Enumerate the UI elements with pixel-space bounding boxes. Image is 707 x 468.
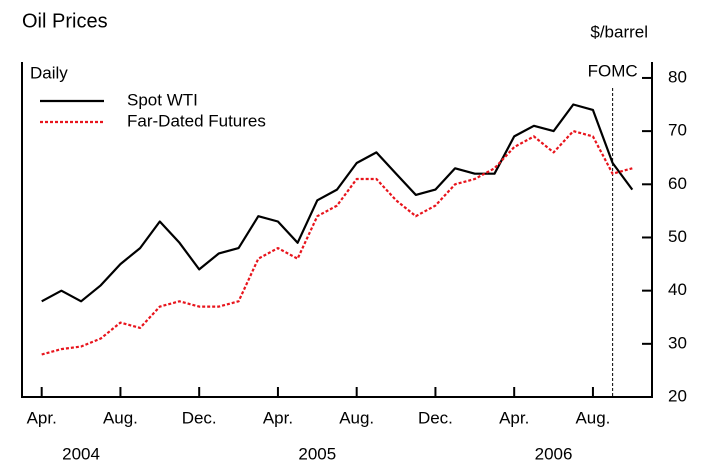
- y-tick-label: 70: [668, 121, 687, 140]
- y-tick-label: 80: [668, 67, 687, 86]
- x-tick-label: Apr.: [27, 408, 57, 427]
- x-tick-label: Apr.: [499, 408, 529, 427]
- y-tick-label: 20: [668, 386, 687, 405]
- x-tick-label: Aug.: [103, 408, 138, 427]
- series-line: [41, 103, 634, 303]
- x-tick-label: Aug.: [575, 408, 610, 427]
- year-label: 2004: [62, 444, 100, 463]
- y-tick-label: 50: [668, 227, 687, 246]
- x-tick-label: Aug.: [339, 408, 374, 427]
- legend-label: Far-Dated Futures: [127, 111, 266, 130]
- y-tick-label: 60: [668, 174, 687, 193]
- axis-frame: [21, 62, 653, 398]
- x-tick-label: Dec.: [418, 408, 453, 427]
- annotation-label: FOMC: [588, 61, 638, 80]
- frequency-note: Daily: [30, 63, 68, 82]
- y-tick-label: 30: [668, 333, 687, 352]
- x-tick-label: Dec.: [182, 408, 217, 427]
- x-tick-label: Apr.: [263, 408, 293, 427]
- legend-label: Spot WTI: [127, 90, 198, 109]
- chart-title: Oil Prices: [22, 10, 108, 32]
- y-tick-label: 40: [668, 280, 687, 299]
- year-label: 2006: [535, 444, 573, 463]
- y-unit: $/barrel: [590, 22, 648, 41]
- series-line: [41, 130, 633, 356]
- year-label: 2005: [298, 444, 336, 463]
